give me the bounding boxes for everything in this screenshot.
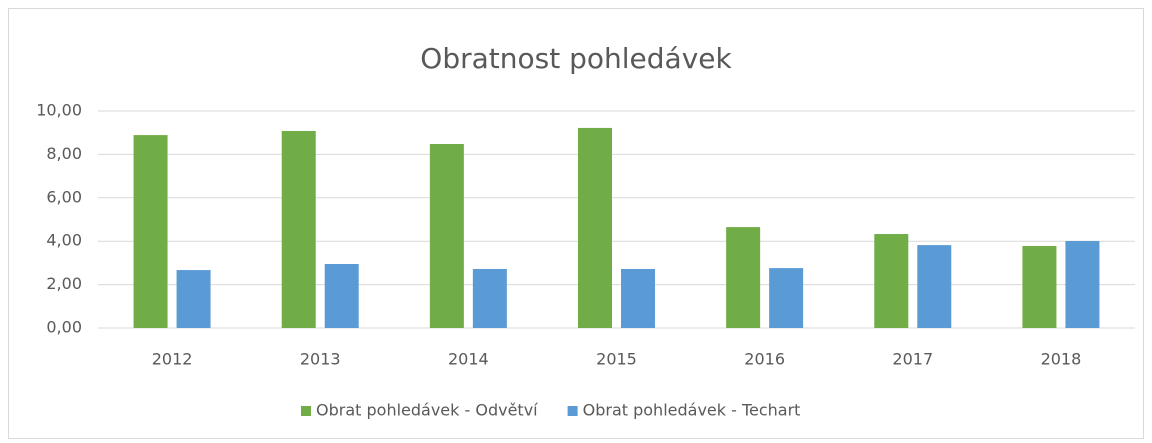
bar [133,135,168,328]
bar [472,268,507,328]
x-tick-label: 2015 [596,350,637,369]
legend-label: Obrat pohledávek - Odvětví [316,401,538,420]
y-tick-label: 4,00 [46,231,82,250]
bar [281,130,316,328]
bar [621,268,655,328]
chart-title: Obratnost pohledávek [420,42,732,75]
y-tick-label: 0,00 [46,318,82,337]
bar [1065,240,1100,328]
y-tick-label: 8,00 [46,144,82,163]
x-tick-label: 2017 [892,350,933,369]
legend-label: Obrat pohledávek - Techart [583,401,801,420]
x-tick-label: 2012 [152,350,193,369]
bar [176,270,211,328]
bar [578,127,612,329]
x-tick-label: 2016 [744,350,785,369]
bar [726,227,761,328]
x-tick-label: 2013 [300,350,341,369]
bar [874,234,909,328]
bar [324,263,359,328]
chart-border [8,8,1144,439]
bar [429,143,464,328]
x-tick-label: 2018 [1041,350,1082,369]
y-tick-label: 6,00 [46,187,82,206]
y-tick-label: 2,00 [46,274,82,293]
bar [769,268,804,328]
legend-swatch [567,406,578,416]
legend-swatch [301,406,311,416]
x-tick-label: 2014 [448,350,489,369]
bar [917,245,952,328]
bar [1022,245,1057,328]
y-tick-label: 10,00 [36,101,82,120]
